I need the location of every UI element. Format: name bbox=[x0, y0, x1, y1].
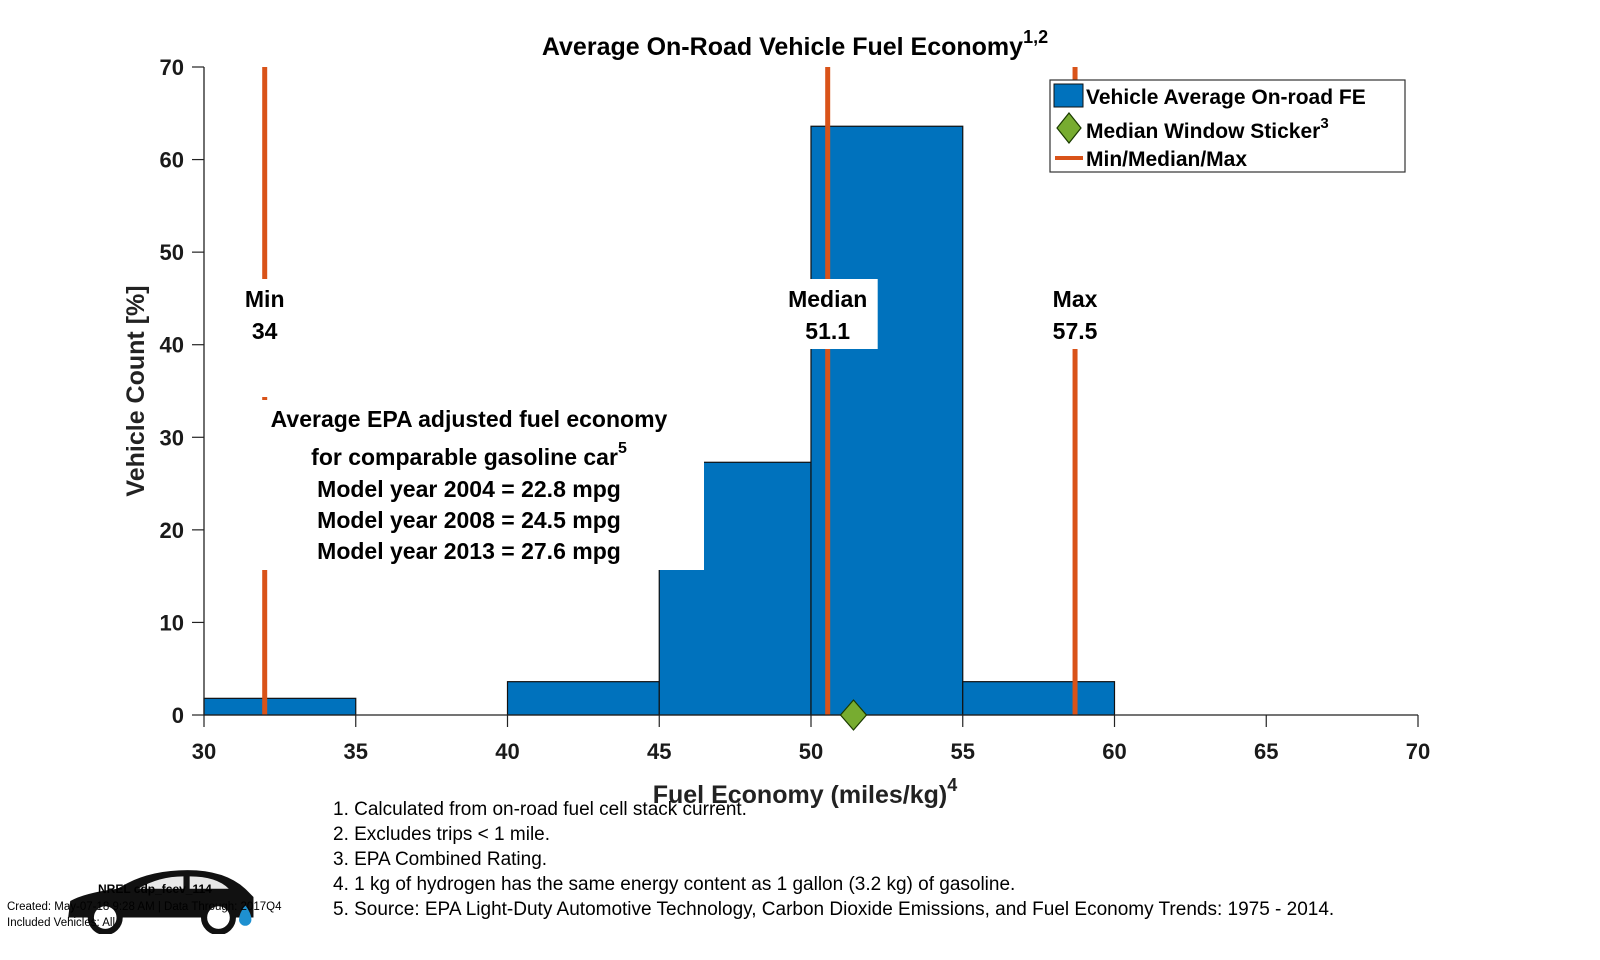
x-tick-label: 50 bbox=[799, 739, 823, 764]
legend-label-lines: Min/Median/Max bbox=[1086, 148, 1247, 171]
annotation-line-2: for comparable gasoline car5 bbox=[311, 440, 627, 470]
y-axis-label: Vehicle Count [%] bbox=[122, 285, 150, 496]
x-tick-label: 30 bbox=[192, 739, 216, 764]
y-tick-label: 60 bbox=[160, 148, 184, 173]
reference-label-background bbox=[777, 279, 878, 349]
legend-swatch-diamond bbox=[1056, 112, 1082, 144]
x-tick-label: 45 bbox=[647, 739, 671, 764]
legend: Vehicle Average On-road FE Median Window… bbox=[1049, 79, 1406, 173]
x-tick-label: 70 bbox=[1406, 739, 1430, 764]
annotation-line-1: Average EPA adjusted fuel economy bbox=[271, 406, 668, 432]
y-tick-label: 20 bbox=[160, 518, 184, 543]
reference-value-max: 57.5 bbox=[1053, 318, 1098, 344]
chart-title: Average On-Road Vehicle Fuel Economy1,2 bbox=[542, 27, 1048, 61]
x-tick-label: 60 bbox=[1102, 739, 1126, 764]
footnotes: 1. Calculated from on-road fuel cell sta… bbox=[333, 797, 1334, 922]
badge-included: Included Vehicles: All bbox=[7, 917, 116, 929]
x-axis-label-superscript: 4 bbox=[947, 775, 957, 795]
histogram-bar-55-60 bbox=[962, 681, 1116, 716]
annotation-line-3: Model year 2004 = 22.8 mpg bbox=[317, 476, 621, 502]
x-tick-label: 55 bbox=[951, 739, 975, 764]
reference-labels: Min 34 Median 51.1 Max 57.5 bbox=[229, 172, 1111, 397]
annotation-line-5: Model year 2013 = 27.6 mpg bbox=[317, 538, 621, 564]
footnote-3: 3. EPA Combined Rating. bbox=[333, 849, 548, 870]
x-tick-label: 35 bbox=[344, 739, 368, 764]
annotation-superscript: 5 bbox=[618, 440, 627, 457]
legend-label-bar: Vehicle Average On-road FE bbox=[1086, 86, 1366, 109]
reference-label-background bbox=[229, 279, 300, 349]
x-tick-label: 65 bbox=[1254, 739, 1278, 764]
annotation-background bbox=[236, 400, 704, 570]
legend-box bbox=[1049, 79, 1406, 173]
annotation-line-2-text: for comparable gasoline car bbox=[311, 444, 618, 470]
footnote-4: 4. 1 kg of hydrogen has the same energy … bbox=[333, 874, 1016, 895]
chart-title-text: Average On-Road Vehicle Fuel Economy bbox=[542, 33, 1023, 61]
water-drop-icon bbox=[239, 905, 252, 926]
reference-value-median: 51.1 bbox=[805, 318, 850, 344]
legend-label-marker-text: Median Window Sticker bbox=[1086, 120, 1320, 143]
badge-created: Created: May-07-18 9:28 AM | Data Throug… bbox=[7, 901, 282, 913]
y-tick-label: 30 bbox=[160, 425, 184, 450]
y-tick-label: 70 bbox=[160, 55, 184, 80]
min-line-gap bbox=[260, 349, 269, 397]
legend-label-marker: Median Window Sticker3 bbox=[1086, 115, 1329, 143]
y-tick-label: 40 bbox=[160, 333, 184, 358]
annotation-line-4: Model year 2008 = 24.5 mpg bbox=[317, 507, 621, 533]
marker-layer bbox=[839, 699, 868, 731]
epa-annotation: Average EPA adjusted fuel economy for co… bbox=[236, 400, 704, 570]
histogram-bar-50-55 bbox=[810, 125, 964, 716]
y-tick-label: 0 bbox=[172, 703, 184, 728]
car-logo-icon bbox=[68, 870, 254, 934]
histogram-bar-45-50 bbox=[658, 461, 812, 716]
reference-label-median: Median bbox=[788, 286, 867, 312]
histogram-bar-40-45 bbox=[506, 681, 660, 716]
x-axis-label: Fuel Economy (miles/kg)4 bbox=[653, 775, 958, 809]
footnote-2: 2. Excludes trips < 1 mile. bbox=[333, 824, 551, 845]
x-axis-label-text: Fuel Economy (miles/kg) bbox=[653, 781, 948, 809]
histogram-bar-30-35 bbox=[203, 697, 357, 716]
badge-id: NREL cdp_fcev_114 bbox=[98, 882, 212, 896]
x-tick-label: 40 bbox=[495, 739, 519, 764]
footnote-1: 1. Calculated from on-road fuel cell sta… bbox=[333, 799, 747, 820]
chart-title-superscript: 1,2 bbox=[1023, 27, 1048, 47]
reference-label-background bbox=[1040, 279, 1111, 349]
reference-label-min: Min bbox=[245, 286, 285, 312]
reference-value-min: 34 bbox=[252, 318, 278, 344]
footnote-5: 5. Source: EPA Light-Duty Automotive Tec… bbox=[333, 899, 1335, 920]
legend-swatch-bar bbox=[1053, 83, 1084, 108]
median-window-sticker-marker bbox=[839, 699, 868, 731]
max-line-gap bbox=[1071, 172, 1080, 279]
histogram-bars bbox=[203, 125, 1116, 716]
y-tick-label: 10 bbox=[160, 610, 184, 635]
legend-label-marker-superscript: 3 bbox=[1320, 115, 1328, 132]
y-tick-label: 50 bbox=[160, 240, 184, 265]
reference-label-max: Max bbox=[1053, 286, 1098, 312]
